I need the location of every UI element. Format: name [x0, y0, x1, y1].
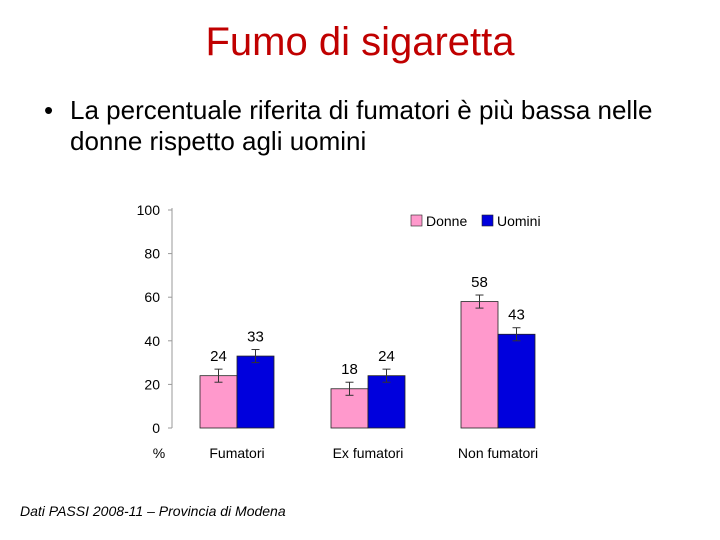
legend-swatch-uomini [481, 214, 494, 227]
legend-label-uomini: Uomini [497, 213, 541, 229]
y-tick-label: 0 [152, 420, 160, 436]
x-axis-labels: Fumatori Ex fumatori Non fumatori [209, 445, 538, 461]
data-label: 58 [471, 274, 488, 291]
data-label: 33 [247, 329, 264, 346]
bar-uomini [367, 375, 406, 429]
bars-group: 24 33 18 24 58 43 [199, 274, 536, 429]
y-tick-label: 100 [137, 202, 161, 218]
y-axis: 0 20 40 60 80 100% [137, 202, 173, 461]
y-tick-label: 80 [144, 246, 160, 262]
x-tick-label: Non fumatori [458, 445, 538, 461]
y-axis-label: % [153, 445, 165, 461]
bullet-text: La percentuale riferita di fumatori è pi… [70, 95, 653, 157]
x-tick-label: Fumatori [209, 445, 264, 461]
chart-legend: Donne Uomini [410, 213, 541, 229]
bar-donne [199, 375, 238, 429]
y-tick-label: 60 [144, 289, 160, 305]
slide-title: Fumo di sigaretta [205, 20, 515, 64]
x-tick-label: Ex fumatori [333, 445, 404, 461]
data-label: 43 [508, 307, 525, 324]
data-label: 24 [210, 348, 227, 365]
legend-swatch-donne [410, 214, 423, 227]
y-tick-label: 40 [144, 333, 160, 349]
data-label: 24 [378, 348, 395, 365]
bar-donne [460, 301, 499, 429]
source-note: Dati PASSI 2008-11 – Provincia di Modena [20, 503, 286, 519]
bar-uomini [497, 333, 536, 429]
bullet-symbol: • [44, 95, 54, 125]
legend-label-donne: Donne [426, 213, 467, 229]
bullet-point: • La percentuale riferita di fumatori è … [44, 95, 684, 157]
bar-uomini [236, 355, 275, 429]
y-tick-label: 20 [144, 376, 160, 392]
data-label: 18 [341, 361, 358, 378]
